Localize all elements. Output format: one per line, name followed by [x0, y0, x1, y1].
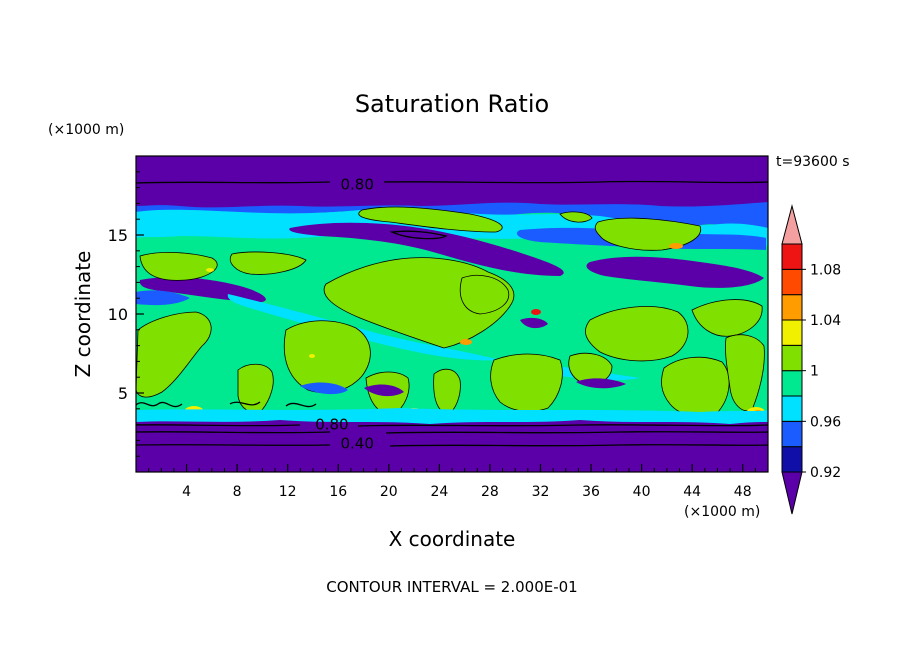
x-tick-label: 44 [683, 484, 701, 500]
contour-label: 0.80 [340, 175, 373, 193]
contour-label: 0.80 [315, 416, 348, 434]
colorbar-tick-label: 1 [810, 364, 819, 380]
colorbar-lower-triangle [781, 471, 803, 515]
x-tick-label: 24 [430, 484, 448, 500]
colorbar-box [781, 319, 803, 346]
colorbar-upper-triangle [781, 204, 803, 245]
time-label: t=93600 s [776, 154, 850, 170]
green-cells [136, 206, 765, 418]
contour-label-layer: 0.800.800.40 [315, 175, 374, 452]
contour-label: 0.40 [340, 435, 373, 453]
x-tick-label: 36 [582, 484, 600, 500]
x-unit-label: (×1000 m) [684, 504, 760, 520]
blue-intrusion-low [300, 382, 348, 395]
colorbar-box [781, 243, 803, 270]
colorbar-tick-label: 0.96 [810, 414, 841, 430]
x-tick-label: 8 [233, 484, 242, 500]
cyan-band-low [136, 408, 768, 424]
dry-streak-center [289, 222, 564, 276]
colorbar-box [781, 268, 803, 296]
x-tick-label: 28 [481, 484, 499, 500]
y-axis-label: Z coordinate [71, 251, 95, 378]
x-tick-label: 40 [633, 484, 651, 500]
colorbar-box [781, 446, 803, 473]
purple-intrusion-3 [520, 317, 548, 329]
contour-interval-note: CONTOUR INTERVAL = 2.000E-01 [326, 578, 577, 596]
blue-patch-left [136, 290, 190, 306]
plot-area [136, 156, 768, 472]
cyan-streak [227, 294, 500, 361]
x-tick-label: 12 [279, 484, 297, 500]
contour-lines [136, 180, 768, 447]
y-unit-label: (×1000 m) [48, 122, 124, 138]
colorbar-tick-label: 0.92 [810, 465, 841, 481]
y-tick-label: 15 [108, 226, 128, 245]
x-tick-label: 16 [329, 484, 347, 500]
dry-streak-right [586, 256, 764, 288]
x-tick-label: 48 [734, 484, 752, 500]
x-tick-label: 32 [532, 484, 550, 500]
y-axis-ticks: 5 10 15 [108, 171, 144, 457]
colorbar-box [781, 370, 803, 397]
colorbar-box [781, 395, 803, 422]
x-tick-label: 4 [182, 484, 191, 500]
colorbar-tick-label: 1.04 [810, 313, 841, 329]
y-tick-label: 5 [118, 384, 128, 403]
colorbar-box [781, 294, 803, 321]
purple-intrusion-low [364, 384, 404, 397]
purple-intrusion-2 [576, 378, 626, 389]
lower-dry-layer [136, 420, 768, 472]
x-axis-ticks: 4 8 12 16 20 24 28 32 36 40 44 48 [148, 464, 756, 500]
colorbar-box [781, 344, 803, 372]
chart-title: Saturation Ratio [355, 90, 549, 118]
y-tick-label: 10 [108, 305, 128, 324]
x-axis-label: X coordinate [389, 527, 516, 551]
colorbar-tick-label: 1.08 [810, 262, 841, 278]
colorbar: 0.92 0.96 1 1.04 1.08 [781, 204, 841, 515]
x-tick-label: 20 [380, 484, 398, 500]
colorbar-box [781, 420, 803, 448]
